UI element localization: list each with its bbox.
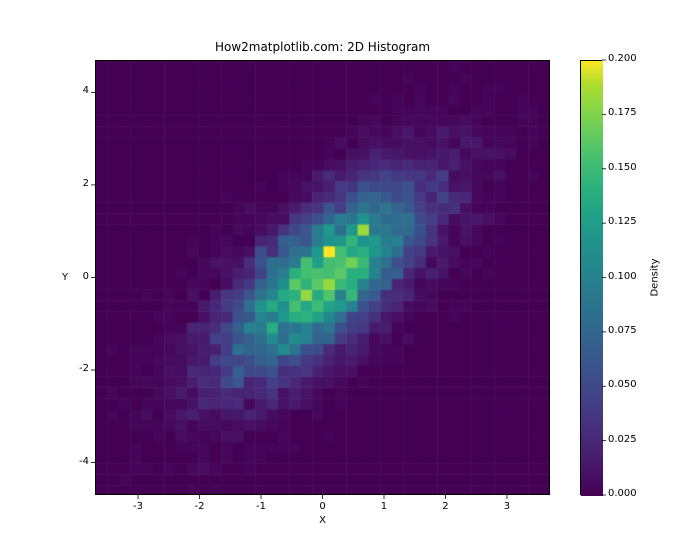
chart-title: How2matplotlib.com: 2D Histogram (95, 40, 550, 54)
colorbar-tick-label: 0.100 (608, 271, 637, 282)
colorbar-tick-label: 0.050 (608, 379, 637, 390)
y-axis-label: Y (55, 60, 75, 495)
x-tick-label: -3 (118, 501, 158, 512)
colorbar-label: Density (645, 60, 665, 495)
colorbar-tick-label: 0.000 (608, 488, 637, 499)
x-tick-label: 1 (364, 501, 404, 512)
x-axis-label: X (95, 515, 550, 526)
colorbar-canvas (581, 61, 603, 496)
x-tick-label: -2 (180, 501, 220, 512)
colorbar (580, 60, 602, 495)
colorbar-tick-label: 0.200 (608, 53, 637, 64)
figure: How2matplotlib.com: 2D Histogram -3 -2 -1 0… (0, 0, 700, 560)
colorbar-tick-label: 0.150 (608, 162, 637, 173)
x-tick-label: 3 (487, 501, 527, 512)
x-tick-label: 2 (425, 501, 465, 512)
colorbar-tick-label: 0.175 (608, 107, 637, 118)
colorbar-tick-label: 0.025 (608, 434, 637, 445)
plot-area (95, 60, 550, 495)
colorbar-label-text: Density (650, 258, 661, 296)
hist2d-canvas (96, 61, 550, 495)
colorbar-tick-label: 0.125 (608, 216, 637, 227)
colorbar-tick-label: 0.075 (608, 325, 637, 336)
x-tick-label: 0 (303, 501, 343, 512)
x-tick-label: -1 (241, 501, 281, 512)
